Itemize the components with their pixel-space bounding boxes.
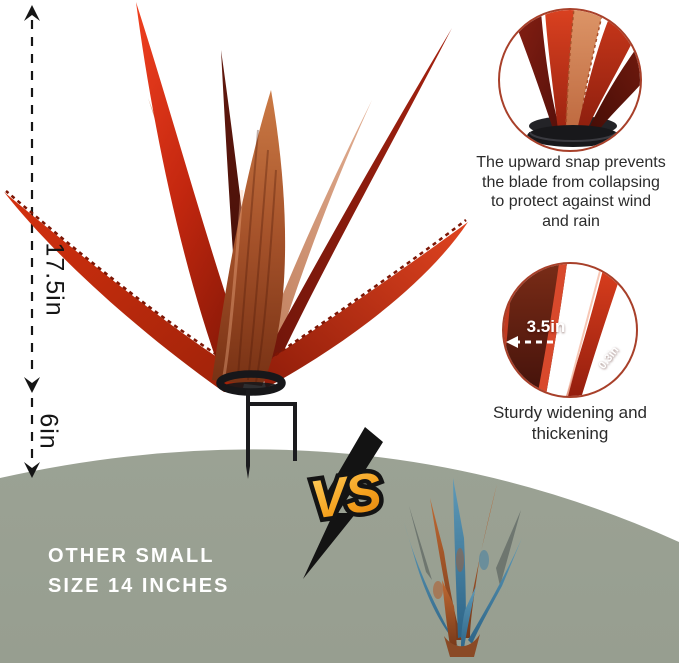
callout-size-line: thickening xyxy=(531,424,609,443)
small-plant-mottle xyxy=(456,548,464,572)
lightning-bolt-graphic xyxy=(303,427,383,579)
agave-blade-texture xyxy=(237,129,277,383)
callout-snap-photo xyxy=(498,8,642,152)
small-plant-mottle xyxy=(433,581,443,599)
small-plant-blade xyxy=(461,586,476,650)
vs-label: VS xyxy=(291,456,399,535)
comparison-caption: OTHER SMALL SIZE 14 INCHES xyxy=(48,541,229,601)
callout-snap-line: The upward snap prevents xyxy=(476,154,666,171)
agave-blade xyxy=(260,222,468,388)
agave-blade xyxy=(252,100,372,376)
blade-width-label: 3.5in xyxy=(526,317,566,336)
stake-dimension-label: 6in xyxy=(34,413,63,450)
measurement-line-stake xyxy=(24,398,40,478)
small-plant-shadow xyxy=(409,506,432,580)
callout-size-art xyxy=(504,264,636,396)
measurement-line-height xyxy=(24,5,40,393)
callout-snap-line: the blade from collapsing xyxy=(482,173,660,191)
callout-size-line: Sturdy widening and xyxy=(492,403,648,422)
base-ring-front xyxy=(220,382,282,394)
ground-stake xyxy=(246,390,250,479)
agave-blade xyxy=(4,192,246,392)
agave-blade-serration xyxy=(261,219,467,366)
small-plant-blade xyxy=(430,498,462,640)
callout-snap-line: to protect against wind xyxy=(490,193,652,210)
vs-badge: VS VS xyxy=(291,456,400,543)
agave-blade xyxy=(258,28,452,376)
agave-blade-highlight xyxy=(222,189,244,377)
small-plant-photo xyxy=(404,478,522,657)
agave-blade xyxy=(136,2,252,376)
main-plant-photo xyxy=(4,2,468,479)
small-plant-blade xyxy=(453,478,466,638)
thickness-arrow xyxy=(596,342,624,354)
small-plant-blade xyxy=(442,580,457,648)
callout-size-text: Sturdy widening and thickening xyxy=(456,402,679,444)
agave-blade-serration xyxy=(5,190,245,374)
agave-blade xyxy=(212,90,286,386)
small-plant-mottle xyxy=(479,550,489,570)
small-plant-shadow xyxy=(496,510,521,586)
callout-snap-text: The upward snap prevents the blade from … xyxy=(456,153,679,231)
comparison-caption-line: OTHER SMALL xyxy=(48,545,215,567)
hill-ground xyxy=(0,449,679,663)
height-dimension-label: 17.5in xyxy=(40,242,69,317)
small-plant-blade xyxy=(468,538,522,644)
small-plant-base xyxy=(444,634,480,657)
comparison-caption-line: SIZE 14 INCHES xyxy=(48,575,230,597)
callout-snap-line: and rain xyxy=(542,212,600,230)
callout-snap-art xyxy=(510,10,640,147)
callout-size-photo: 3.5in 0.3in xyxy=(502,262,638,398)
width-arrow xyxy=(506,336,580,348)
